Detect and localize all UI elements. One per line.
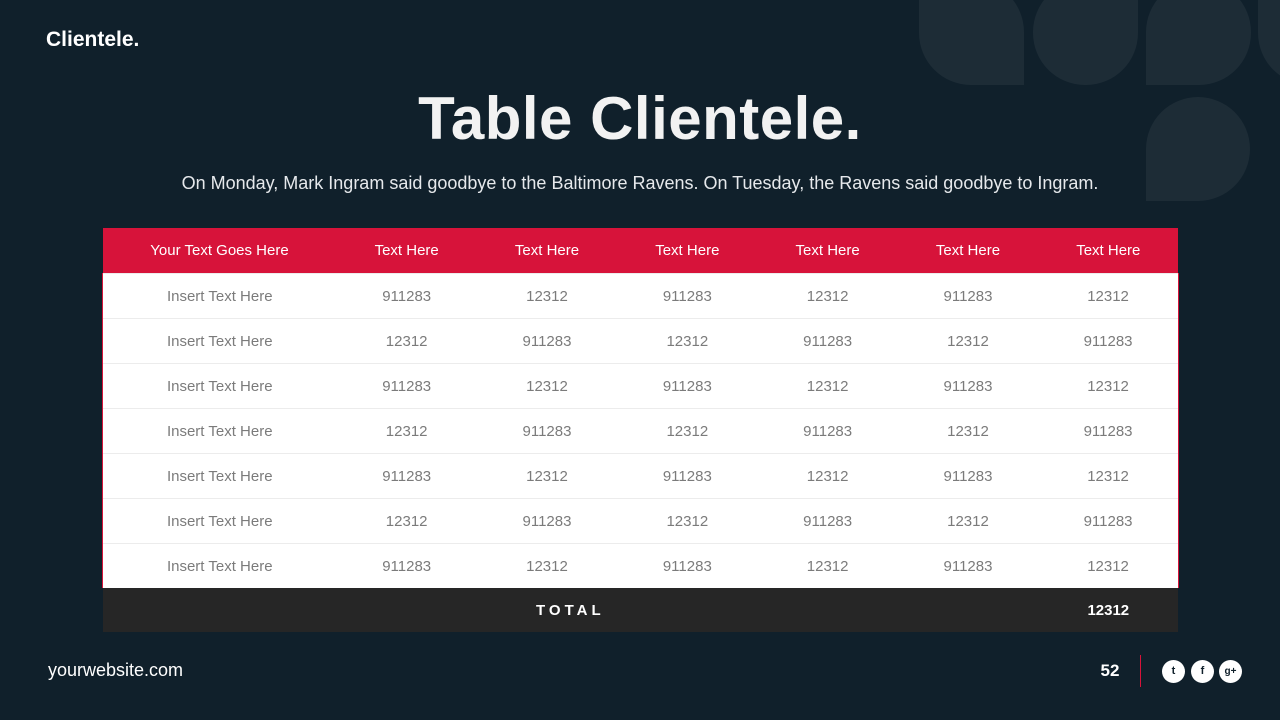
table-header-row: Your Text Goes Here Text Here Text Here … xyxy=(102,228,1179,274)
table-cell: 12312 xyxy=(617,498,758,544)
table-cell: 911283 xyxy=(336,273,477,319)
row-label-cell: Insert Text Here xyxy=(102,318,337,364)
table-cell: 12312 xyxy=(757,273,898,319)
table-cell: 911283 xyxy=(897,543,1039,588)
table-cell: 911283 xyxy=(757,498,898,544)
table-cell: 12312 xyxy=(1038,543,1179,588)
table-cell: 911283 xyxy=(617,453,758,499)
row-label-cell: Insert Text Here xyxy=(102,498,337,544)
table-cell: 911283 xyxy=(617,273,758,319)
table-cell: 12312 xyxy=(897,318,1039,364)
website-link[interactable]: yourwebsite.com xyxy=(48,660,184,680)
table-cell: 911283 xyxy=(897,363,1039,409)
table-cell: 12312 xyxy=(336,318,477,364)
table-row: Insert Text Here 12312 911283 12312 911283 12… xyxy=(102,408,1179,454)
column-header: Text Here xyxy=(476,228,618,274)
table-row: Insert Text Here 911283 12312 911283 12312 91… xyxy=(102,453,1179,499)
table-cell: 911283 xyxy=(897,273,1039,319)
column-header: Text Here xyxy=(336,228,477,274)
table-cell: 911283 xyxy=(757,408,898,454)
table-cell: 12312 xyxy=(757,363,898,409)
table-row: Insert Text Here 911283 12312 911283 12312 91… xyxy=(102,273,1179,319)
total-label-text: TOTAL xyxy=(536,601,605,619)
table-cell: 911283 xyxy=(1038,318,1179,364)
table-row: Insert Text Here 12312 911283 12312 911283 12… xyxy=(102,498,1179,544)
google-plus-icon[interactable]: g+ xyxy=(1219,660,1242,683)
clientele-table: Your Text Goes Here Text Here Text Here … xyxy=(102,228,1179,632)
table-cell: 911283 xyxy=(897,453,1039,499)
column-header: Text Here xyxy=(897,228,1039,274)
table-cell: 12312 xyxy=(1038,453,1179,499)
decorative-shape xyxy=(1146,0,1251,85)
table-cell: 12312 xyxy=(897,408,1039,454)
row-label-cell: Insert Text Here xyxy=(102,543,337,588)
column-header: Your Text Goes Here xyxy=(102,228,337,274)
table-cell: 911283 xyxy=(1038,498,1179,544)
table-cell: 12312 xyxy=(1038,363,1179,409)
column-header: Text Here xyxy=(617,228,758,274)
table-cell: 12312 xyxy=(617,408,758,454)
table-row: Insert Text Here 911283 12312 911283 12312 91… xyxy=(102,363,1179,409)
table-cell: 911283 xyxy=(476,498,618,544)
table-cell: 12312 xyxy=(476,543,618,588)
table-cell: 12312 xyxy=(476,453,618,499)
table-cell: 12312 xyxy=(336,498,477,544)
decorative-shape xyxy=(1258,0,1280,85)
table-cell: 911283 xyxy=(336,363,477,409)
table-cell: 911283 xyxy=(336,453,477,499)
column-header: Text Here xyxy=(1038,228,1179,274)
table-cell: 911283 xyxy=(476,318,618,364)
decorative-shape xyxy=(1033,0,1138,85)
table-cell: 12312 xyxy=(617,318,758,364)
decorative-shape xyxy=(919,0,1024,85)
table-cell: 911283 xyxy=(757,318,898,364)
slide-title: Table Clientele. xyxy=(418,85,862,152)
table-cell: 12312 xyxy=(476,273,618,319)
table-cell: 12312 xyxy=(757,453,898,499)
table-row: Insert Text Here 12312 911283 12312 911283 12… xyxy=(102,318,1179,364)
page-number: 52 xyxy=(1100,661,1120,680)
brand-logo-text: Clientele. xyxy=(46,28,140,51)
table-cell: 12312 xyxy=(897,498,1039,544)
table-cell: 12312 xyxy=(757,543,898,588)
table-cell: 911283 xyxy=(1038,408,1179,454)
decorative-shape xyxy=(1146,97,1250,201)
row-label-cell: Insert Text Here xyxy=(102,453,337,499)
table-cell: 911283 xyxy=(336,543,477,588)
table-cell: 911283 xyxy=(617,363,758,409)
table-cell: 12312 xyxy=(1038,273,1179,319)
total-value: 12312 xyxy=(1038,588,1179,632)
table-cell: 911283 xyxy=(617,543,758,588)
table-cell: 12312 xyxy=(336,408,477,454)
twitter-icon[interactable]: t xyxy=(1162,660,1185,683)
row-label-cell: Insert Text Here xyxy=(102,273,337,319)
table-cell: 911283 xyxy=(476,408,618,454)
total-label: TOTAL xyxy=(102,588,1039,632)
total-row: TOTAL 12312 xyxy=(102,588,1179,632)
table-cell: 12312 xyxy=(476,363,618,409)
row-label-cell: Insert Text Here xyxy=(102,408,337,454)
footer-divider xyxy=(1140,655,1141,687)
column-header: Text Here xyxy=(757,228,898,274)
slide-subtitle: On Monday, Mark Ingram said goodbye to t… xyxy=(181,173,1099,193)
table-row: Insert Text Here 911283 12312 911283 12312 91… xyxy=(102,543,1179,588)
row-label-cell: Insert Text Here xyxy=(102,363,337,409)
facebook-icon[interactable]: f xyxy=(1191,660,1214,683)
